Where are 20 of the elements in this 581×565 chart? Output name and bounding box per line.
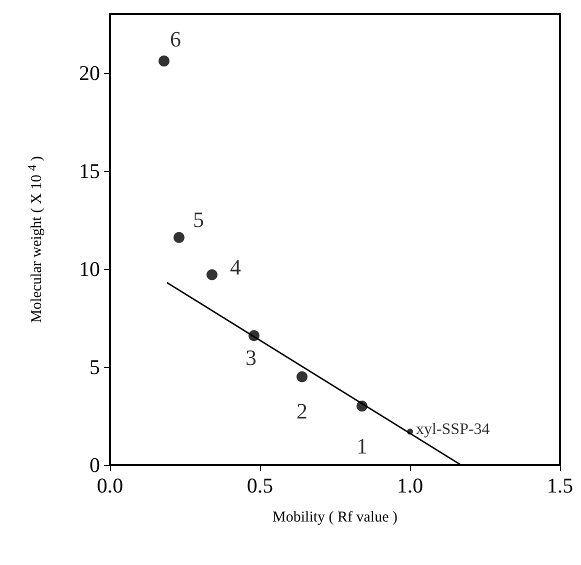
point [296,371,308,382]
point [206,269,218,280]
y-tick-label: 5 [90,354,100,379]
annotation: xyl-SSP-34 [416,421,490,438]
point [158,56,170,67]
y-tick-label: 20 [79,60,100,85]
annotation: 1 [356,434,368,459]
annotation: 5 [193,207,204,232]
y-tick-label: 10 [79,256,100,281]
point [174,232,184,244]
y-axis-title: Molecular weight ( X 10 4 ) [25,156,45,323]
x-tick-label: 0.5 [246,474,274,498]
x-axis-title: Mobility ( Rf value ) [272,510,398,526]
y-tick-label: 15 [79,158,100,183]
annotation: 6 [170,26,181,52]
annotation: 4 [230,254,241,280]
annotation: 3 [246,345,256,370]
x-tick-label: 1.0 [396,474,424,498]
x-tick-label: 1.5 [546,474,574,498]
annotation: 2 [296,398,308,424]
